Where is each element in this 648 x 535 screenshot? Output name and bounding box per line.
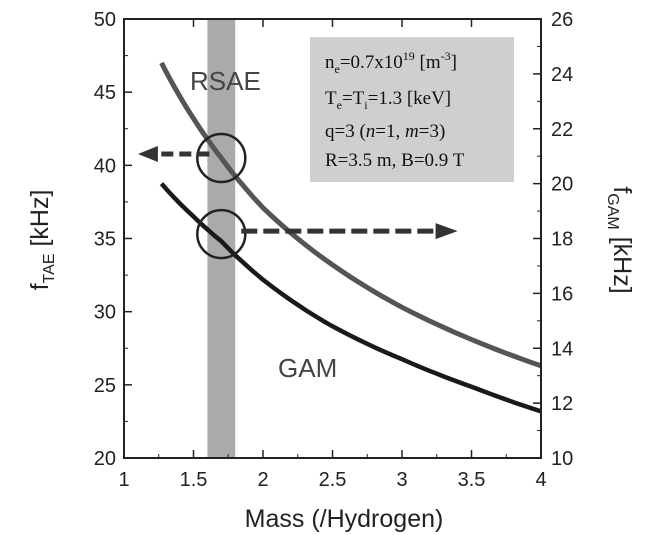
y-left-tick-label: 25 (94, 375, 116, 397)
y-right-tick-label: 10 (551, 448, 573, 470)
arrow-head-left (138, 146, 158, 162)
y-axis-right-label-text: fGAM [kHz] (604, 186, 636, 293)
y-right-tick-label: 26 (551, 9, 573, 31)
param-safety-factor: q=3 (n=1, m=3) (325, 121, 445, 142)
param-density: ne=0.7x1019 [m-3] (325, 49, 457, 76)
parameter-box: ne=0.7x1019 [m-3] Te=Ti=1.3 [keV] q=3 (n… (310, 37, 514, 182)
y-right-tick-label: 12 (551, 393, 573, 415)
y-right-tick-label: 18 (551, 229, 573, 251)
x-tick-label: 1 (118, 469, 129, 491)
arrow-head-right (436, 223, 458, 239)
x-axis-label: Mass (/Hydrogen) (245, 505, 444, 533)
y-right-tick-label: 24 (551, 64, 573, 86)
x-tick-label: 2.5 (319, 469, 347, 491)
rsae-label: RSAE (190, 66, 261, 96)
y-left-tick-label: 45 (94, 82, 116, 104)
y-axis-left-label: fTAE [kHz] (26, 190, 58, 291)
x-tick-label: 4 (535, 469, 546, 491)
y-left-tick-label: 35 (94, 229, 116, 251)
param-temperature: Te=Ti=1.3 [keV] (325, 88, 451, 112)
y-right-tick-label: 16 (551, 283, 573, 305)
x-tick-label: 1.5 (180, 469, 208, 491)
y-axis-left-label-text: fTAE [kHz] (26, 190, 58, 291)
y-axis-right-label: fGAM [kHz] (604, 186, 636, 293)
y-right-tick-label: 14 (551, 338, 573, 360)
y-right-tick-label: 20 (551, 174, 573, 196)
y-left-tick-label: 40 (94, 155, 116, 177)
y-left-tick-label: 30 (94, 302, 116, 324)
param-geometry: R=3.5 m, B=0.9 T (325, 150, 465, 171)
y-left-tick-label: 20 (94, 448, 116, 470)
x-tick-label: 3 (396, 469, 407, 491)
y-left-tick-label: 50 (94, 9, 116, 31)
gam-label: GAM (278, 353, 337, 383)
y-right-tick-label: 22 (551, 119, 573, 141)
x-tick-label: 2 (257, 469, 268, 491)
x-tick-label: 3.5 (458, 469, 486, 491)
